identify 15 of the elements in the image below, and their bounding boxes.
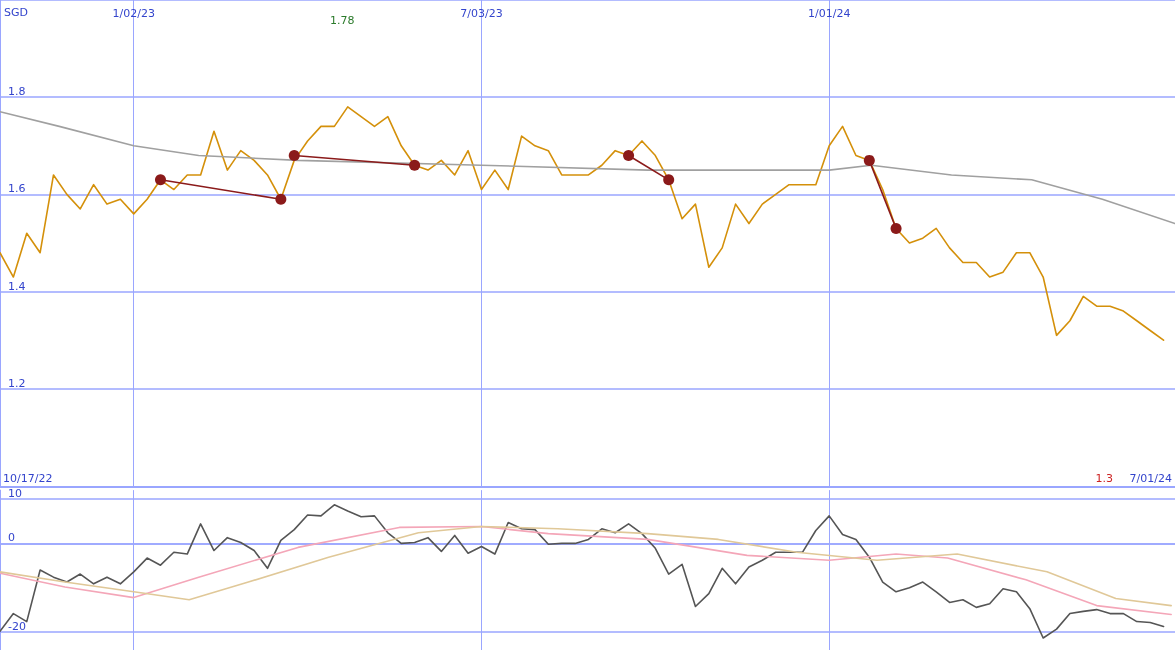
y-tick-label: 10 [8,487,22,500]
y-tick-label: 1.8 [8,85,26,99]
x-tick-label: 1/02/23 [112,7,155,20]
y-tick-label: 1.6 [8,182,26,196]
y-axis-title: SGD [4,6,28,19]
y-tick-label: 1.4 [8,279,26,293]
y-tick-label: 1.2 [8,376,26,390]
x-tick-label: 1/01/24 [807,7,851,20]
annotation: 7/01/24 [1129,472,1172,485]
y-tick-label: 0 [8,531,15,545]
y-tick-label: -20 [8,620,26,634]
annotation: 1.3 [1095,472,1114,485]
annotation: 1.78 [330,14,355,27]
annotation: 10/17/22 [3,472,53,485]
x-tick-label: 7/03/23 [460,7,503,20]
